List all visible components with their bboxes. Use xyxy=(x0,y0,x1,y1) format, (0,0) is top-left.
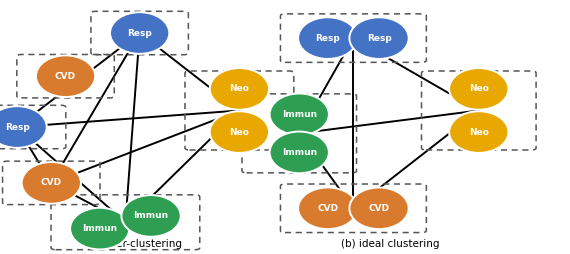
Ellipse shape xyxy=(70,208,129,249)
Text: (b) ideal clustering: (b) ideal clustering xyxy=(341,239,439,249)
Ellipse shape xyxy=(270,93,329,135)
Ellipse shape xyxy=(22,162,81,204)
Text: Immun: Immun xyxy=(282,110,317,119)
Text: CVD: CVD xyxy=(368,204,390,213)
Ellipse shape xyxy=(349,187,409,229)
Ellipse shape xyxy=(449,68,508,110)
Text: Neo: Neo xyxy=(469,128,488,137)
Ellipse shape xyxy=(349,17,409,59)
Ellipse shape xyxy=(36,55,95,97)
Ellipse shape xyxy=(210,68,269,110)
Text: Resp: Resp xyxy=(127,28,152,38)
Ellipse shape xyxy=(298,17,357,59)
Ellipse shape xyxy=(270,132,329,173)
Ellipse shape xyxy=(0,106,47,148)
Text: CVD: CVD xyxy=(317,204,339,213)
Ellipse shape xyxy=(110,12,169,54)
Text: Immun: Immun xyxy=(133,211,169,220)
Ellipse shape xyxy=(121,195,181,237)
Text: (a) over-clustering: (a) over-clustering xyxy=(86,239,182,249)
Ellipse shape xyxy=(298,187,357,229)
Ellipse shape xyxy=(210,111,269,153)
Text: Resp: Resp xyxy=(5,122,30,132)
Text: CVD: CVD xyxy=(55,72,76,81)
Text: CVD: CVD xyxy=(40,178,62,187)
Text: Neo: Neo xyxy=(230,84,249,93)
Text: Immun: Immun xyxy=(282,148,317,157)
Text: Neo: Neo xyxy=(230,128,249,137)
Text: Neo: Neo xyxy=(469,84,488,93)
Text: Resp: Resp xyxy=(367,34,392,43)
Text: Resp: Resp xyxy=(315,34,340,43)
Text: Immun: Immun xyxy=(82,224,117,233)
Ellipse shape xyxy=(449,111,508,153)
